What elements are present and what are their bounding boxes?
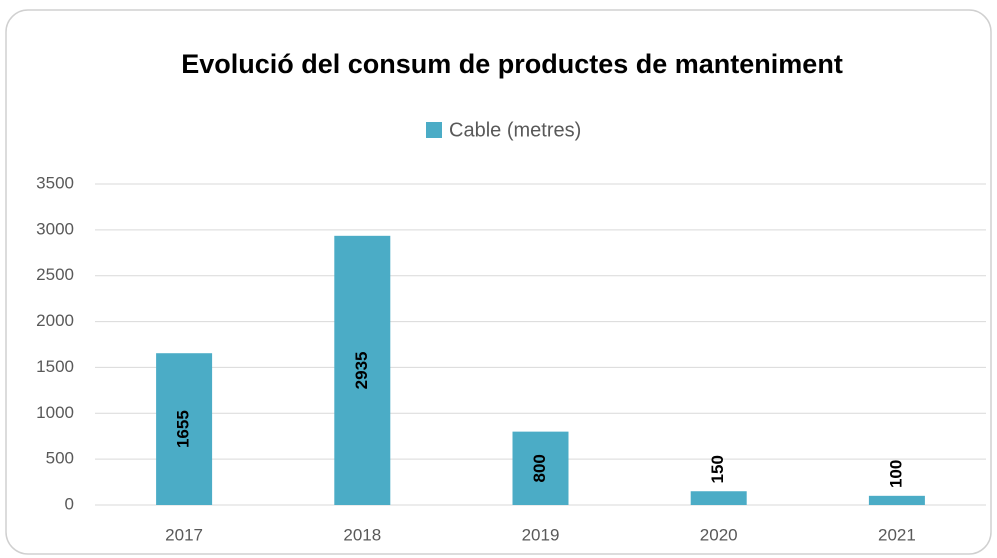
x-tick-label: 2020 <box>700 525 738 544</box>
y-tick-label: 3500 <box>36 173 74 192</box>
bar <box>512 431 569 505</box>
bar <box>334 235 391 505</box>
x-tick-label: 2018 <box>343 525 381 544</box>
legend-swatch <box>426 122 442 138</box>
bar <box>690 491 747 505</box>
y-tick-label: 0 <box>65 494 74 513</box>
y-tick-label: 500 <box>46 449 74 468</box>
legend-label: Cable (metres) <box>449 119 581 141</box>
chart-title: Evolució del consum de productes de mant… <box>181 49 843 79</box>
x-tick-label: 2019 <box>522 525 560 544</box>
y-tick-label: 1000 <box>36 403 74 422</box>
data-label: 1655 <box>174 410 193 448</box>
y-tick-label: 1500 <box>36 357 74 376</box>
bar <box>868 495 925 505</box>
data-label: 100 <box>886 460 905 488</box>
bar <box>156 353 213 505</box>
y-tick-label: 3000 <box>36 219 74 238</box>
data-label: 800 <box>530 454 549 482</box>
data-label: 150 <box>708 455 727 483</box>
y-tick-label: 2000 <box>36 311 74 330</box>
y-tick-label: 2500 <box>36 265 74 284</box>
x-tick-label: 2021 <box>878 525 916 544</box>
chart-frame <box>5 9 992 555</box>
data-label: 2935 <box>352 351 371 389</box>
x-tick-label: 2017 <box>165 525 203 544</box>
